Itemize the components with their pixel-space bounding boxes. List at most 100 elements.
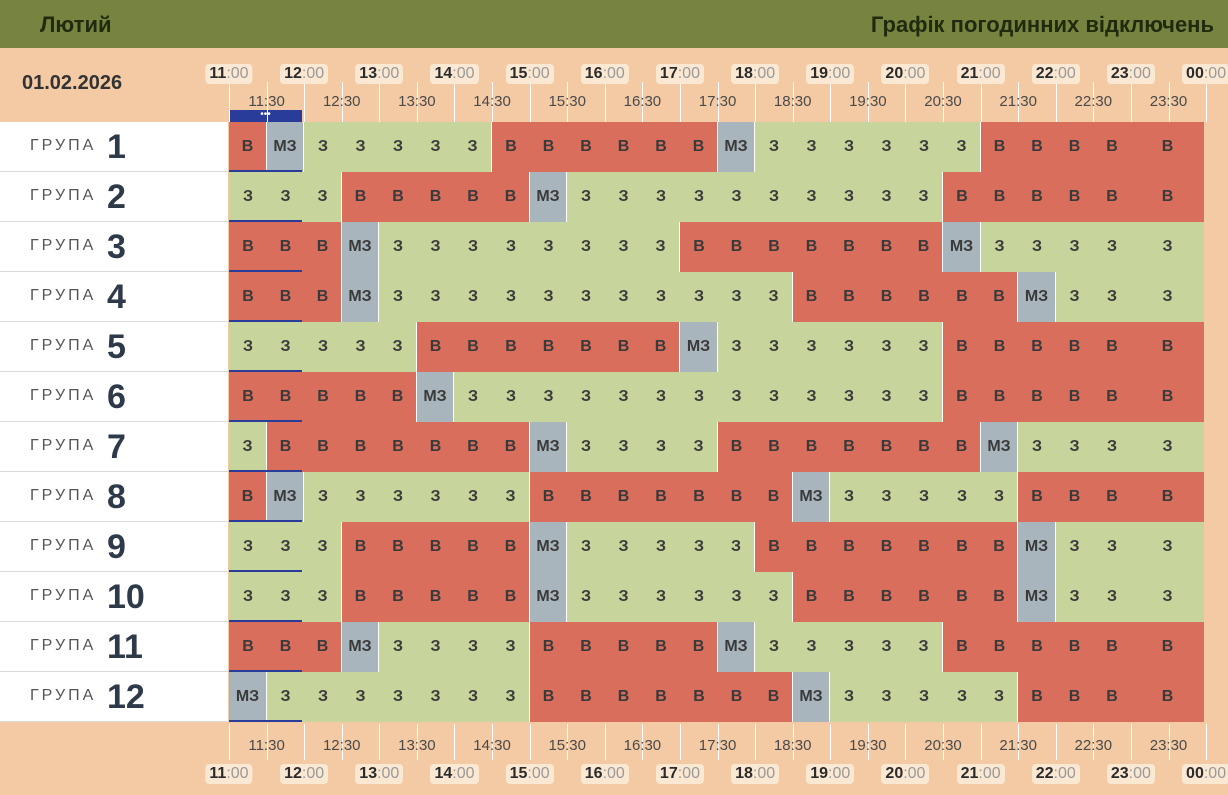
slot-cell[interactable]: З [905, 622, 943, 672]
slot-cell[interactable]: З [793, 122, 830, 172]
slot-cell[interactable]: В [342, 422, 379, 472]
slot-cell[interactable]: МЗ [342, 272, 379, 322]
slot-cell[interactable]: В [379, 372, 417, 422]
slot-cell[interactable]: В [981, 572, 1018, 622]
slot-cell[interactable]: З [417, 622, 454, 672]
slot-cell[interactable]: В [379, 572, 417, 622]
slot-cell[interactable]: З [492, 672, 530, 722]
slot-cell[interactable]: З [905, 372, 943, 422]
slot-cell[interactable]: В [267, 272, 304, 322]
slot-cell[interactable]: В [981, 122, 1018, 172]
slot-cell[interactable]: З [417, 472, 454, 522]
slot-cell[interactable]: З [605, 422, 642, 472]
slot-cell[interactable]: МЗ [680, 322, 718, 372]
slot-cell[interactable]: З [943, 472, 981, 522]
slot-cell[interactable]: В [793, 572, 830, 622]
slot-cell[interactable]: В [492, 172, 530, 222]
slot-cell[interactable]: З [229, 172, 267, 222]
slot-cell[interactable]: З [830, 472, 868, 522]
slot-cell[interactable]: З [1018, 422, 1056, 472]
slot-cell[interactable]: З [454, 372, 492, 422]
slot-cell[interactable]: З [492, 472, 530, 522]
slot-cell[interactable]: В [567, 322, 605, 372]
slot-cell[interactable]: З [1131, 422, 1204, 472]
slot-cell[interactable]: В [755, 422, 793, 472]
slot-cell[interactable]: В [680, 672, 718, 722]
slot-cell[interactable]: З [830, 172, 868, 222]
slot-cell[interactable]: В [830, 272, 868, 322]
slot-cell[interactable]: В [943, 372, 981, 422]
slot-cell[interactable]: В [905, 572, 943, 622]
slot-cell[interactable]: В [530, 472, 567, 522]
slot-cell[interactable]: З [454, 622, 492, 672]
slot-cell[interactable]: В [454, 572, 492, 622]
slot-cell[interactable]: З [981, 472, 1018, 522]
slot-cell[interactable]: З [981, 222, 1018, 272]
slot-cell[interactable]: В [830, 422, 868, 472]
slot-cell[interactable]: З [454, 222, 492, 272]
slot-cell[interactable]: З [567, 372, 605, 422]
slot-cell[interactable]: В [943, 572, 981, 622]
slot-cell[interactable]: З [868, 322, 905, 372]
slot-cell[interactable]: МЗ [530, 522, 567, 572]
slot-cell[interactable]: В [229, 622, 267, 672]
slot-cell[interactable]: З [680, 272, 718, 322]
slot-cell[interactable]: З [1093, 422, 1131, 472]
slot-cell[interactable]: В [755, 672, 793, 722]
slot-cell[interactable]: В [530, 322, 567, 372]
slot-cell[interactable]: З [1056, 272, 1093, 322]
slot-cell[interactable]: В [379, 522, 417, 572]
slot-cell[interactable]: В [755, 472, 793, 522]
slot-cell[interactable]: В [492, 572, 530, 622]
slot-cell[interactable]: З [1093, 272, 1131, 322]
slot-cell[interactable]: В [605, 622, 642, 672]
slot-cell[interactable]: З [267, 172, 304, 222]
slot-cell[interactable]: З [229, 322, 267, 372]
slot-cell[interactable]: В [1131, 472, 1204, 522]
slot-cell[interactable]: З [680, 572, 718, 622]
slot-cell[interactable]: З [267, 672, 304, 722]
slot-cell[interactable]: З [379, 672, 417, 722]
slot-cell[interactable]: В [943, 422, 981, 472]
slot-cell[interactable]: З [830, 372, 868, 422]
slot-cell[interactable]: В [492, 322, 530, 372]
slot-cell[interactable]: В [342, 522, 379, 572]
slot-cell[interactable]: В [830, 572, 868, 622]
slot-cell[interactable]: З [1131, 272, 1204, 322]
slot-cell[interactable]: В [943, 272, 981, 322]
slot-cell[interactable]: З [868, 372, 905, 422]
slot-cell[interactable]: З [718, 372, 755, 422]
slot-cell[interactable]: В [1131, 372, 1204, 422]
slot-cell[interactable]: З [1056, 422, 1093, 472]
slot-cell[interactable]: МЗ [1018, 272, 1056, 322]
slot-cell[interactable]: З [229, 522, 267, 572]
slot-cell[interactable]: З [868, 172, 905, 222]
slot-cell[interactable]: З [304, 572, 342, 622]
slot-cell[interactable]: З [605, 372, 642, 422]
slot-cell[interactable]: З [530, 372, 567, 422]
slot-cell[interactable]: З [680, 372, 718, 422]
slot-cell[interactable]: З [718, 172, 755, 222]
slot-cell[interactable]: В [1093, 322, 1131, 372]
slot-cell[interactable]: В [830, 222, 868, 272]
slot-cell[interactable]: З [454, 672, 492, 722]
slot-cell[interactable]: В [943, 622, 981, 672]
slot-cell[interactable]: МЗ [793, 672, 830, 722]
slot-cell[interactable]: МЗ [943, 222, 981, 272]
slot-cell[interactable]: З [755, 322, 793, 372]
slot-cell[interactable]: В [1131, 322, 1204, 372]
slot-cell[interactable]: В [1093, 622, 1131, 672]
slot-cell[interactable]: В [793, 422, 830, 472]
slot-cell[interactable]: В [567, 622, 605, 672]
slot-cell[interactable]: З [229, 422, 267, 472]
slot-cell[interactable]: З [567, 572, 605, 622]
slot-cell[interactable]: З [492, 222, 530, 272]
slot-cell[interactable]: З [905, 472, 943, 522]
slot-cell[interactable]: З [793, 372, 830, 422]
slot-cell[interactable]: В [417, 322, 454, 372]
slot-cell[interactable]: В [1131, 122, 1204, 172]
slot-cell[interactable]: МЗ [530, 172, 567, 222]
slot-cell[interactable]: В [1056, 172, 1093, 222]
slot-cell[interactable]: З [1131, 572, 1204, 622]
slot-cell[interactable]: В [1056, 672, 1093, 722]
